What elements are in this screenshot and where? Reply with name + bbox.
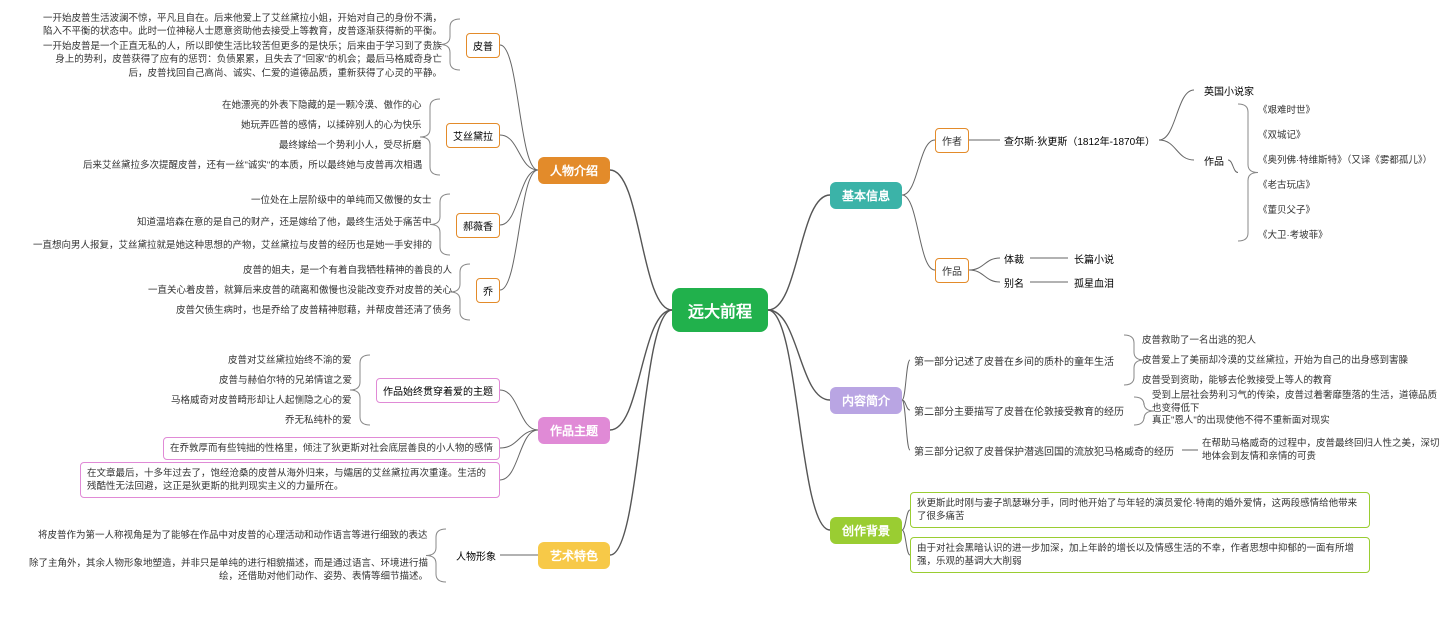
char-皮普: 皮普 [466, 33, 500, 58]
content-part: 第一部分记述了皮普在乡间的质朴的童年生活 [910, 351, 1118, 370]
work-attr: 别名 [1000, 273, 1028, 292]
content-detail: 皮普救助了一名出逃的犯人 [1142, 334, 1256, 347]
char-detail: 最终嫁给一个势利小人，受尽折磨 [279, 139, 422, 152]
theme-love-item: 皮普与赫伯尔特的兄弟情谊之爱 [219, 374, 352, 387]
work-item: 《奥列佛·特维斯特》（又译《雾都孤儿》） [1258, 154, 1432, 167]
char-detail: 知道温培森在意的是自己的财产，还是嫁给了他，最终生活处于痛苦中 [137, 216, 432, 229]
author-role: 英国小说家 [1200, 81, 1258, 100]
center-node: 远大前程 [672, 288, 768, 332]
char-detail: 一开始皮普是一个正直无私的人，所以即使生活比较苦但更多的是快乐；后来由于学习到了… [42, 40, 442, 80]
content-detail: 受到上层社会势利习气的传染，皮普过着奢靡堕落的生活，道德品质也变得低下 [1152, 389, 1440, 416]
work-item: 《老古玩店》 [1258, 179, 1315, 192]
content-part: 第三部分记叙了皮普保护潜逃回国的流放犯马格威奇的经历 [910, 441, 1178, 460]
context-note: 由于对社会黑暗认识的进一步加深，加上年龄的增长以及情感生活的不幸，作者思想中抑郁… [910, 537, 1370, 574]
content-detail: 在帮助马格威奇的过程中，皮普最终回归人性之美，深切地体会到友情和亲情的可贵 [1202, 437, 1440, 464]
context-note: 狄更斯此时刚与妻子凯瑟琳分手，同时他开始了与年轻的演员爱伦·特南的婚外爱情，这两… [910, 492, 1370, 529]
theme-love-item: 皮普对艾丝黛拉始终不渝的爱 [228, 354, 352, 367]
theme-love-item: 马格威奇对皮普畸形却让人起恻隐之心的爱 [171, 394, 352, 407]
branch-art: 艺术特色 [538, 542, 610, 569]
art-detail: 将皮普作为第一人称视角是为了能够在作品中对皮普的心理活动和动作语言等进行细致的表… [38, 529, 428, 542]
branch-content: 内容简介 [830, 387, 902, 414]
char-detail: 皮普的姐夫，是一个有着自我牺牲精神的善良的人 [243, 264, 452, 277]
branch-theme: 作品主题 [538, 417, 610, 444]
work-attr-val: 长篇小说 [1070, 249, 1118, 268]
branch-char: 人物介绍 [538, 157, 610, 184]
char-detail: 后来艾丝黛拉多次提醒皮普，还有一丝"诚实"的本质，所以最终她与皮普再次相遇 [83, 159, 422, 172]
work-item: 《双城记》 [1258, 129, 1306, 142]
char-detail: 一直关心着皮普，就算后来皮普的疏离和傲慢也没能改变乔对皮普的关心 [148, 284, 452, 297]
work-attr-val: 孤星血泪 [1070, 273, 1118, 292]
char-detail: 一直想向男人报复，艾丝黛拉就是她这种思想的产物，艾丝黛拉与皮普的经历也是她一手安… [33, 239, 432, 252]
author-works: 作品 [1200, 151, 1228, 170]
content-part: 第二部分主要描写了皮普在伦敦接受教育的经历 [910, 401, 1128, 420]
content-detail: 皮普受到资助，能够去伦敦接受上等人的教育 [1142, 374, 1332, 387]
work-attr: 体裁 [1000, 249, 1028, 268]
art-sub: 人物形象 [452, 546, 500, 565]
branch-basic: 基本信息 [830, 182, 902, 209]
char-detail: 她玩弄匹普的感情，以揉碎别人的心为快乐 [241, 119, 422, 132]
work-item: 《董贝父子》 [1258, 204, 1315, 217]
author-name: 查尔斯·狄更斯（1812年-1870年） [1000, 131, 1159, 150]
branch-context: 创作背景 [830, 517, 902, 544]
sub-作品: 作品 [935, 258, 969, 283]
char-艾丝黛拉: 艾丝黛拉 [446, 123, 500, 148]
work-item: 《艰难时世》 [1258, 104, 1315, 117]
sub-作者: 作者 [935, 128, 969, 153]
char-detail: 在她漂亮的外表下隐藏的是一颗冷漠、傲作的心 [222, 99, 422, 112]
theme-love: 作品始终贯穿着爱的主题 [376, 378, 500, 403]
content-detail: 真正"恩人"的出现使他不得不重新面对现实 [1152, 414, 1330, 427]
theme-love-item: 乔无私纯朴的爱 [285, 414, 352, 427]
char-郝薇香: 郝薇香 [456, 213, 500, 238]
char-detail: 皮普欠债生病时，也是乔给了皮普精神慰藉，并帮皮普还清了债务 [176, 304, 452, 317]
art-detail: 除了主角外，其余人物形象地塑造，并非只是单纯的进行相貌描述，而是通过语言、环境进… [28, 557, 428, 584]
char-乔: 乔 [476, 278, 500, 303]
char-detail: 一位处在上层阶级中的单纯而又傲慢的女士 [251, 194, 432, 207]
char-detail: 一开始皮普生活波澜不惊，平凡且自在。后来他爱上了艾丝黛拉小姐，开始对自己的身份不… [42, 12, 442, 39]
work-item: 《大卫·考坡菲》 [1258, 229, 1328, 242]
content-detail: 皮普爱上了美丽却冷漠的艾丝黛拉，开始为自己的出身感到害臊 [1142, 354, 1408, 367]
theme-note: 在文章最后，十多年过去了，饱经沧桑的皮普从海外归来，与孀居的艾丝黛拉再次重逢。生… [80, 462, 500, 499]
theme-note: 在乔敦厚而有些钝拙的性格里，倾注了狄更斯对社会底层善良的小人物的感情 [163, 437, 500, 460]
